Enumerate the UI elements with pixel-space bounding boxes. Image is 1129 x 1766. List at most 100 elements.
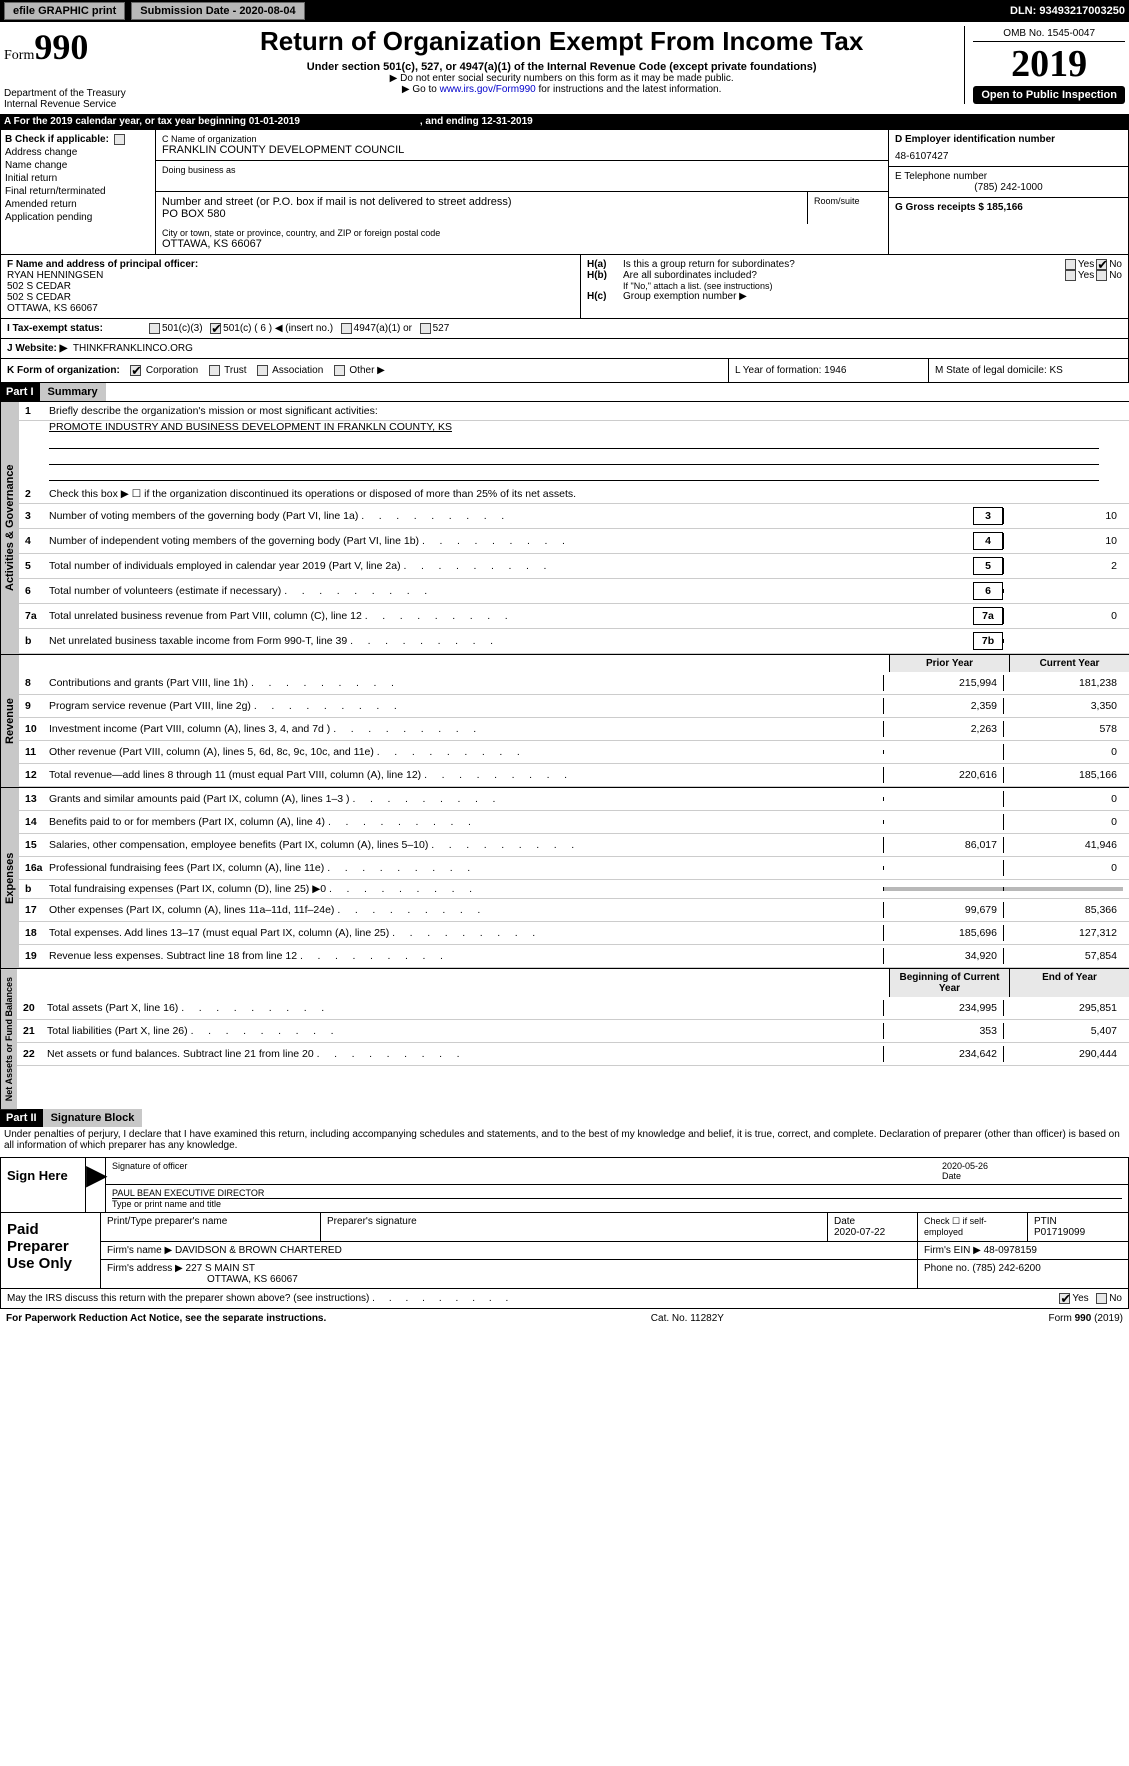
year-formation: L Year of formation: 1946 xyxy=(728,359,928,382)
line-19: 19Revenue less expenses. Subtract line 1… xyxy=(19,945,1129,968)
hb-text: Are all subordinates included? xyxy=(623,270,1063,281)
website-value: THINKFRANKLINCO.ORG xyxy=(73,343,193,354)
chk-trust[interactable] xyxy=(209,365,220,376)
state-domicile: M State of legal domicile: KS xyxy=(928,359,1128,382)
check-if-applicable: B Check if applicable: xyxy=(5,134,151,145)
addr-label: Number and street (or P.O. box if mail i… xyxy=(162,196,801,208)
line-b: bTotal fundraising expenses (Part IX, co… xyxy=(19,880,1129,899)
form-header: Form990 Department of the Treasury Inter… xyxy=(0,22,1129,114)
room-suite: Room/suite xyxy=(808,192,888,224)
chk-final-return: Final return/terminated xyxy=(5,186,151,197)
chk-pending: Application pending xyxy=(5,212,151,223)
discuss-no[interactable] xyxy=(1096,1293,1107,1304)
line-17: 17Other expenses (Part IX, column (A), l… xyxy=(19,899,1129,922)
col-end: End of Year xyxy=(1009,969,1129,997)
line-14: 14Benefits paid to or for members (Part … xyxy=(19,811,1129,834)
line-6: 6Total number of volunteers (estimate if… xyxy=(19,579,1129,604)
checkbox[interactable] xyxy=(114,134,125,145)
firm-ein: 48-0978159 xyxy=(984,1245,1037,1256)
d-label: D Employer identification number xyxy=(895,134,1122,145)
officer-name-title: PAUL BEAN EXECUTIVE DIRECTOR xyxy=(112,1188,1122,1198)
note1: ▶ Do not enter social security numbers o… xyxy=(159,73,964,84)
part1-header: Part I xyxy=(0,383,40,401)
line-4: 4Number of independent voting members of… xyxy=(19,529,1129,554)
chk-corp[interactable] xyxy=(130,365,141,376)
dept-treasury: Department of the Treasury xyxy=(4,88,159,99)
sig-officer-label: Signature of officer xyxy=(112,1161,942,1181)
line-7a: 7aTotal unrelated business revenue from … xyxy=(19,604,1129,629)
ptin-label: PTIN xyxy=(1034,1216,1057,1227)
c-label: C Name of organization xyxy=(162,134,882,144)
form-number: Form990 xyxy=(4,26,139,68)
open-to-public: Open to Public Inspection xyxy=(973,86,1125,104)
firm-addr: 227 S MAIN ST xyxy=(186,1263,255,1274)
phone-label: Phone no. xyxy=(924,1263,970,1274)
efile-button[interactable]: efile GRAPHIC print xyxy=(4,2,125,20)
line-13: 13Grants and similar amounts paid (Part … xyxy=(19,788,1129,811)
part2-header: Part II xyxy=(0,1109,43,1127)
e-label: E Telephone number xyxy=(895,171,1122,182)
omb-number: OMB No. 1545-0047 xyxy=(973,26,1125,42)
discuss-text: May the IRS discuss this return with the… xyxy=(7,1293,1057,1304)
note2: ▶ Go to www.irs.gov/Form990 for instruct… xyxy=(159,84,964,95)
officer-name: RYAN HENNINGSEN xyxy=(7,270,574,281)
chk-501c[interactable] xyxy=(210,323,221,334)
officer-city: OTTAWA, KS 66067 xyxy=(7,303,574,314)
sig-date: 2020-05-26 xyxy=(942,1161,988,1171)
city-label: City or town, state or province, country… xyxy=(162,228,882,238)
col-current: Current Year xyxy=(1009,655,1129,672)
footer-left: For Paperwork Reduction Act Notice, see … xyxy=(6,1313,326,1324)
line-20: 20Total assets (Part X, line 16)234,9952… xyxy=(17,997,1129,1020)
q1: Briefly describe the organization's miss… xyxy=(49,405,1123,417)
hb-label: H(b) xyxy=(587,270,623,281)
firm-name-label: Firm's name ▶ xyxy=(107,1245,172,1256)
chk-initial-return: Initial return xyxy=(5,173,151,184)
irs-link[interactable]: www.irs.gov/Form990 xyxy=(440,84,536,95)
prep-date-label: Date xyxy=(834,1216,855,1227)
form-title: Return of Organization Exempt From Incom… xyxy=(159,26,964,57)
f-label: F Name and address of principal officer: xyxy=(7,259,574,270)
hb-yes[interactable] xyxy=(1065,270,1076,281)
footer-mid: Cat. No. 11282Y xyxy=(651,1313,724,1324)
ha-no[interactable] xyxy=(1096,259,1107,270)
chk-other[interactable] xyxy=(334,365,345,376)
irs: Internal Revenue Service xyxy=(4,99,159,110)
col-prior: Prior Year xyxy=(889,655,1009,672)
prep-date: 2020-07-22 xyxy=(834,1227,885,1238)
tax-status-row: I Tax-exempt status: 501(c)(3) 501(c) ( … xyxy=(0,319,1129,339)
col-begin: Beginning of Current Year xyxy=(889,969,1009,997)
part2: Part IISignature Block Under penalties o… xyxy=(0,1109,1129,1309)
ha-label: H(a) xyxy=(587,259,623,270)
chk-assoc[interactable] xyxy=(257,365,268,376)
line-21: 21Total liabilities (Part X, line 26)353… xyxy=(17,1020,1129,1043)
line-5: 5Total number of individuals employed in… xyxy=(19,554,1129,579)
discuss-yes[interactable] xyxy=(1059,1293,1070,1304)
prep-name-label: Print/Type preparer's name xyxy=(101,1213,321,1241)
section-fg: F Name and address of principal officer:… xyxy=(0,255,1129,319)
website-row: J Website: ▶ THINKFRANKLINCO.ORG xyxy=(0,339,1129,359)
line-15: 15Salaries, other compensation, employee… xyxy=(19,834,1129,857)
line-16a: 16aProfessional fundraising fees (Part I… xyxy=(19,857,1129,880)
ha-text: Is this a group return for subordinates? xyxy=(623,259,1063,270)
chk-4947[interactable] xyxy=(341,323,352,334)
part1-title: Summary xyxy=(40,383,106,401)
chk-501c3[interactable] xyxy=(149,323,160,334)
line-8: 8Contributions and grants (Part VIII, li… xyxy=(19,672,1129,695)
line-b: bNet unrelated business taxable income f… xyxy=(19,629,1129,654)
ha-yes[interactable] xyxy=(1065,259,1076,270)
q2: Check this box ▶ ☐ if the organization d… xyxy=(49,488,1123,500)
vtab-activities: Activities & Governance xyxy=(0,402,19,654)
line-9: 9Program service revenue (Part VIII, lin… xyxy=(19,695,1129,718)
officer-addr1: 502 S CEDAR xyxy=(7,281,574,292)
hb-no[interactable] xyxy=(1096,270,1107,281)
chk-527[interactable] xyxy=(420,323,431,334)
org-name: FRANKLIN COUNTY DEVELOPMENT COUNCIL xyxy=(162,144,882,156)
city-value: OTTAWA, KS 66067 xyxy=(162,238,882,250)
sign-here-label: Sign Here xyxy=(1,1158,86,1212)
penalty-text: Under penalties of perjury, I declare th… xyxy=(0,1127,1129,1153)
firm-addr-label: Firm's address ▶ xyxy=(107,1263,183,1274)
vtab-expenses: Expenses xyxy=(0,788,19,968)
line-10: 10Investment income (Part VIII, column (… xyxy=(19,718,1129,741)
line-12: 12Total revenue—add lines 8 through 11 (… xyxy=(19,764,1129,787)
part2-title: Signature Block xyxy=(43,1109,143,1127)
